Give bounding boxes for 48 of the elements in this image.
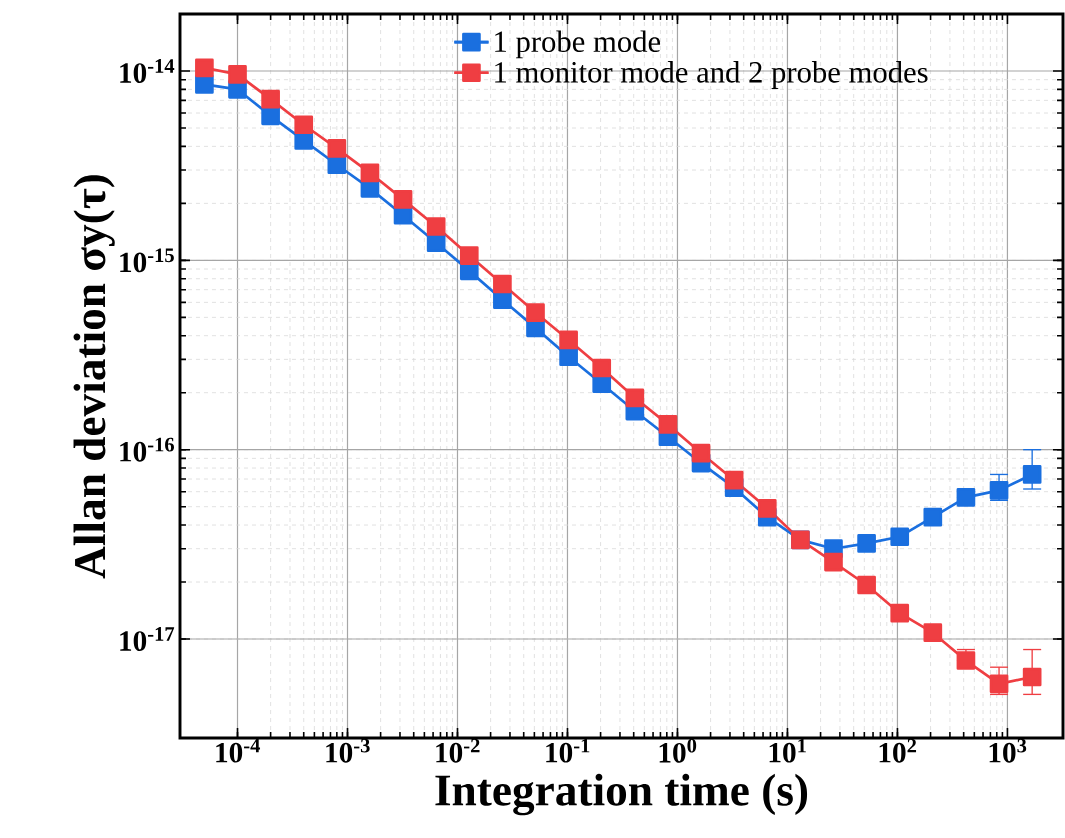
point [757,499,777,518]
x-tick-label: 10$^{-1}$ [546,738,590,763]
x-tick-label: 10$^{1}$ [769,738,806,763]
point [956,651,976,670]
point [493,274,512,294]
point [923,623,943,643]
point [1022,465,1042,484]
y-tick-label: 10$^{-16}$ [120,437,175,462]
point [658,415,678,434]
point [559,330,578,350]
point [625,388,645,408]
y-tick-label: 10$^{-14}$ [120,59,175,83]
point [261,106,280,126]
point [1022,667,1042,687]
point [228,65,247,84]
y-tick-label: 10$^{-15}$ [120,248,174,273]
point [327,139,347,158]
y-tick-label: 10$^{-17}$ [120,627,175,651]
legend-label: 1 probe mode [495,30,661,59]
point [857,575,876,595]
point [890,603,910,623]
point [261,89,280,109]
point [195,58,214,78]
point [857,534,876,553]
point [360,163,380,183]
point [890,527,910,547]
x-tick-label: 10$^{-2}$ [436,738,480,763]
x-tick-label: 10$^{2}$ [879,738,917,763]
x-tick-label: 10$^{0}$ [659,738,697,763]
legend-label: 1 monitor mode and 2 probe modes [495,61,928,89]
point [393,190,413,209]
point [294,115,314,135]
point [195,75,214,94]
x-tick-label: 10$^{3}$ [989,738,1027,763]
point [592,358,612,378]
point [724,470,744,490]
point [426,217,446,236]
y-axis-title: Allan deviation σy(τ) [73,175,115,579]
x-tick-label: 10$^{-4}$ [216,738,261,763]
x-axis-title: Integration time (s) [435,773,808,816]
x-tick-label: 10$^{-3}$ [326,738,370,763]
point [526,303,545,322]
point [459,246,479,265]
point [824,552,843,572]
point [956,488,976,507]
point [691,443,711,463]
point [559,347,578,366]
point [923,507,943,527]
